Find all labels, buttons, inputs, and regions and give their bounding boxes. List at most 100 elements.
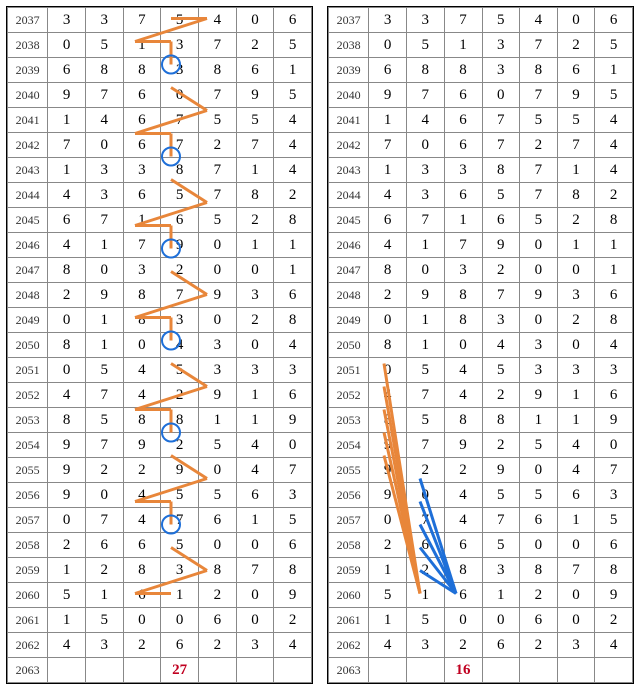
data-cell: 3 xyxy=(444,158,482,183)
data-cell: 3 xyxy=(557,358,595,383)
data-cell: 0 xyxy=(236,533,274,558)
data-cell: 9 xyxy=(369,83,407,108)
table-row: 20456716528 xyxy=(329,208,633,233)
data-cell: 7 xyxy=(161,508,199,533)
data-cell: 2 xyxy=(161,433,199,458)
data-cell: 5 xyxy=(595,508,633,533)
data-cell: 1 xyxy=(48,108,86,133)
data-cell: 2 xyxy=(557,308,595,333)
table-row: 20549792540 xyxy=(8,433,312,458)
table-row: 20427067274 xyxy=(8,133,312,158)
data-cell: 1 xyxy=(85,333,123,358)
table-row: 20559229047 xyxy=(8,458,312,483)
data-cell: 0 xyxy=(406,258,444,283)
data-cell: 8 xyxy=(595,558,633,583)
data-cell: 2 xyxy=(482,433,520,458)
data-cell: 3 xyxy=(236,633,274,658)
data-cell: 3 xyxy=(85,633,123,658)
table-row: 20490183028 xyxy=(8,308,312,333)
data-cell: 5 xyxy=(482,183,520,208)
data-cell: 2 xyxy=(369,533,407,558)
data-cell: 8 xyxy=(369,333,407,358)
data-cell: 6 xyxy=(123,108,161,133)
data-cell: 2 xyxy=(161,258,199,283)
data-cell: 3 xyxy=(369,8,407,33)
data-table: 2037337540620380513725203968838612040976… xyxy=(328,7,633,683)
table-row: 20624326234 xyxy=(8,633,312,658)
data-cell: 1 xyxy=(369,558,407,583)
data-cell: 4 xyxy=(48,233,86,258)
data-cell: 9 xyxy=(520,283,558,308)
data-cell: 4 xyxy=(236,458,274,483)
data-cell: 6 xyxy=(274,533,312,558)
data-cell: 2 xyxy=(520,133,558,158)
data-cell: 6 xyxy=(123,183,161,208)
data-cell: 2 xyxy=(48,533,86,558)
data-cell: 4 xyxy=(369,383,407,408)
data-cell: 7 xyxy=(48,133,86,158)
data-cell: 0 xyxy=(236,608,274,633)
data-cell: 7 xyxy=(85,208,123,233)
row-id: 2048 xyxy=(8,283,48,308)
data-cell: 4 xyxy=(444,508,482,533)
data-cell: 7 xyxy=(199,83,237,108)
row-id: 2060 xyxy=(8,583,48,608)
data-cell: 3 xyxy=(85,158,123,183)
row-id: 2049 xyxy=(329,308,369,333)
data-cell: 8 xyxy=(274,208,312,233)
data-cell: 5 xyxy=(199,208,237,233)
table-row: 20444365782 xyxy=(329,183,633,208)
data-cell: 0 xyxy=(199,458,237,483)
data-cell: 0 xyxy=(199,258,237,283)
data-cell: 7 xyxy=(595,458,633,483)
data-cell: 6 xyxy=(274,8,312,33)
data-cell: 0 xyxy=(161,83,199,108)
data-cell: 0 xyxy=(85,133,123,158)
table-row: 20396883861 xyxy=(8,58,312,83)
data-cell: 5 xyxy=(161,483,199,508)
data-cell: 4 xyxy=(274,333,312,358)
data-cell: 7 xyxy=(161,283,199,308)
data-cell: 6 xyxy=(444,108,482,133)
prediction-cell xyxy=(85,658,123,683)
table-row: 20482987936 xyxy=(8,283,312,308)
data-cell: 5 xyxy=(557,108,595,133)
row-id: 2052 xyxy=(329,383,369,408)
row-id: 2038 xyxy=(329,33,369,58)
data-cell: 6 xyxy=(85,533,123,558)
data-cell: 4 xyxy=(557,458,595,483)
data-cell: 5 xyxy=(161,358,199,383)
table-row: 20482987936 xyxy=(329,283,633,308)
row-id: 2044 xyxy=(8,183,48,208)
table-row: 20411467554 xyxy=(8,108,312,133)
data-cell: 8 xyxy=(444,283,482,308)
data-cell: 3 xyxy=(123,158,161,183)
row-id: 2049 xyxy=(8,308,48,333)
row-id: 2047 xyxy=(8,258,48,283)
row-id: 2055 xyxy=(8,458,48,483)
data-cell: 4 xyxy=(123,508,161,533)
data-cell: 1 xyxy=(274,258,312,283)
data-cell: 7 xyxy=(444,233,482,258)
row-id: 2041 xyxy=(8,108,48,133)
data-cell: 2 xyxy=(48,283,86,308)
row-id: 2045 xyxy=(329,208,369,233)
data-cell: 8 xyxy=(369,258,407,283)
data-cell: 0 xyxy=(520,258,558,283)
data-cell: 8 xyxy=(123,283,161,308)
data-cell: 8 xyxy=(444,408,482,433)
data-cell: 1 xyxy=(236,233,274,258)
data-cell: 7 xyxy=(123,8,161,33)
row-id: 2061 xyxy=(329,608,369,633)
table-row: 20524742916 xyxy=(329,383,633,408)
data-cell: 2 xyxy=(123,633,161,658)
data-cell: 9 xyxy=(369,433,407,458)
data-cell: 3 xyxy=(482,558,520,583)
data-cell: 1 xyxy=(557,508,595,533)
table-row: 20624326234 xyxy=(329,633,633,658)
data-cell: 6 xyxy=(123,133,161,158)
data-cell: 2 xyxy=(520,633,558,658)
data-cell: 1 xyxy=(406,333,444,358)
data-cell: 1 xyxy=(199,408,237,433)
data-cell: 6 xyxy=(557,58,595,83)
